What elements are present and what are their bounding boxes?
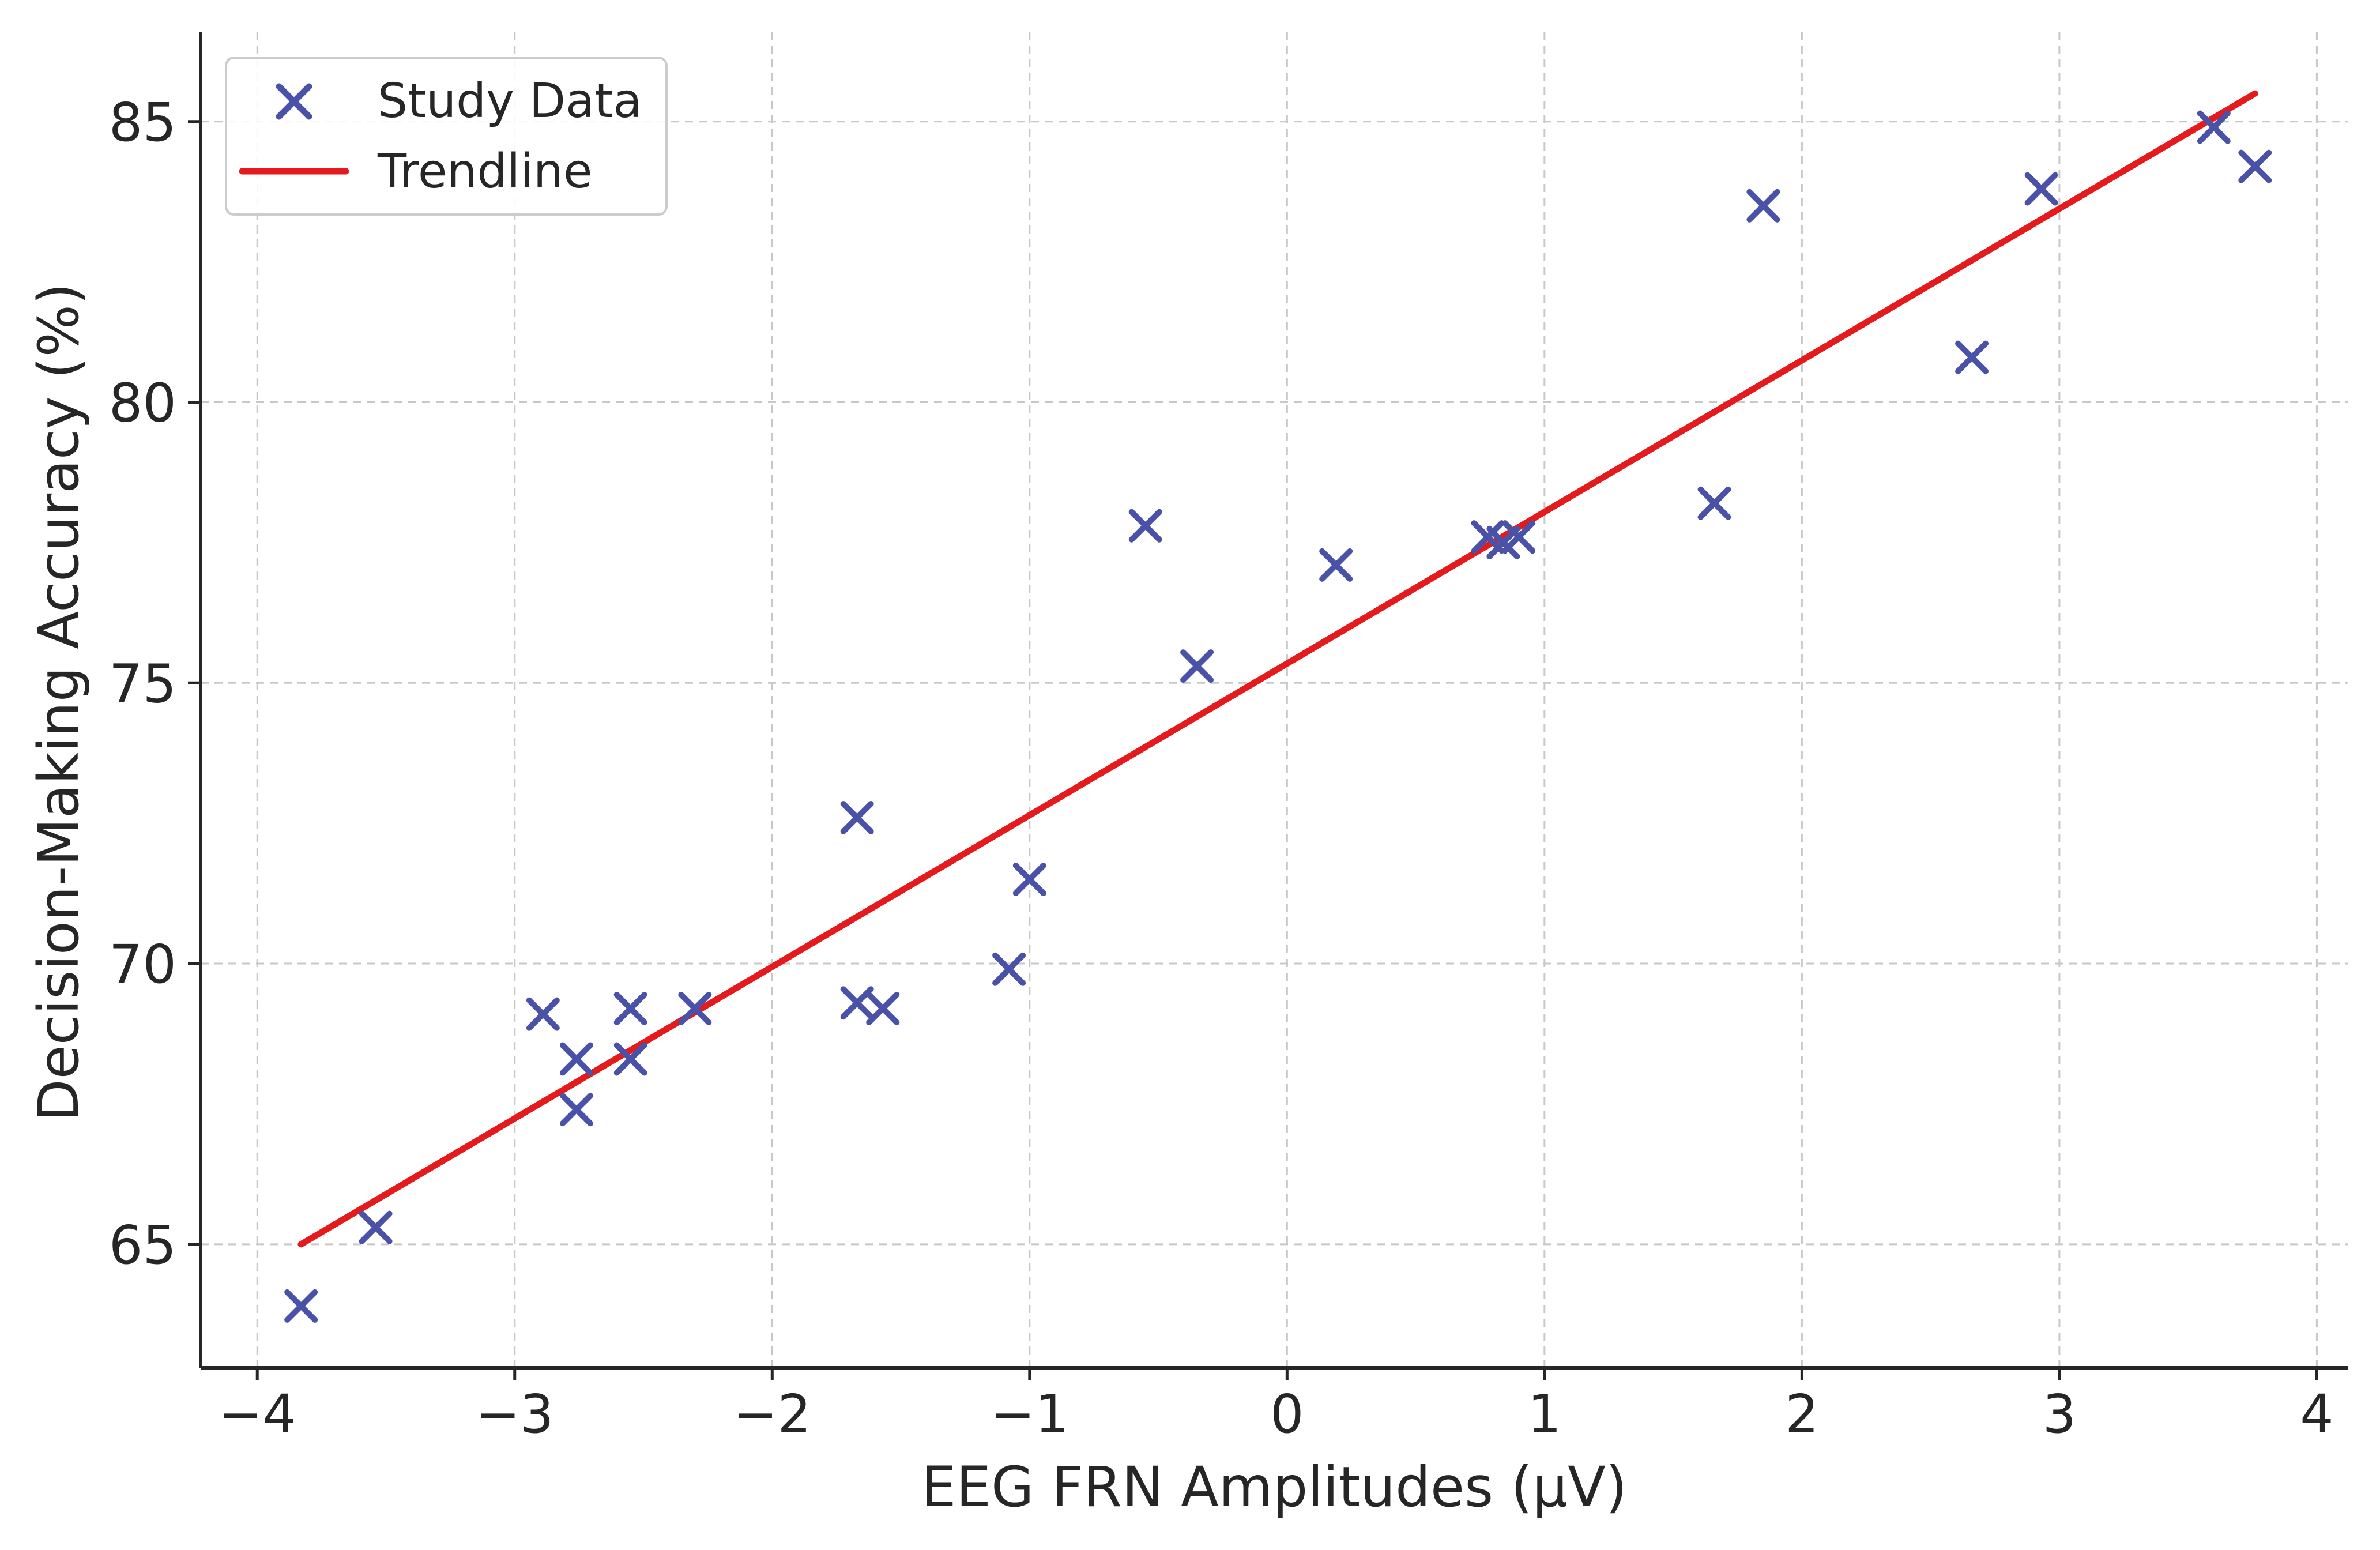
x-tick-label: −4 xyxy=(218,1383,296,1445)
data-point xyxy=(2197,110,2231,144)
x-tick-label: 4 xyxy=(2300,1383,2334,1445)
data-point xyxy=(992,952,1026,986)
y-tick-label: 70 xyxy=(109,934,176,995)
tick-labels: −4 −3 −2 −1 0 1 2 3 4 65 70 75 80 85 xyxy=(109,92,2334,1445)
x-tick-label: −3 xyxy=(476,1383,554,1445)
legend-box xyxy=(225,57,668,216)
y-axis-title: Decision-Making Accuracy (%) xyxy=(27,283,91,1122)
data-point xyxy=(526,997,560,1031)
x-tick-label: 3 xyxy=(2043,1383,2077,1445)
grid-lines xyxy=(201,32,2348,1368)
x-tick-label: 1 xyxy=(1528,1383,1562,1445)
data-point xyxy=(678,991,712,1025)
legend-label-study-data: Study Data xyxy=(378,74,642,129)
legend-label-trendline: Trendline xyxy=(377,144,592,199)
data-point xyxy=(1128,509,1162,543)
y-tick-label: 85 xyxy=(109,92,176,153)
data-point xyxy=(1319,548,1353,582)
data-point xyxy=(1180,649,1214,683)
data-point xyxy=(613,1042,647,1076)
data-point xyxy=(559,1093,593,1127)
data-point xyxy=(1955,340,1989,374)
y-tick-label: 80 xyxy=(109,373,176,434)
data-point xyxy=(284,1289,318,1323)
x-tick-label: 0 xyxy=(1270,1383,1304,1445)
x-axis-title: EEG FRN Amplitudes (μV) xyxy=(921,1455,1628,1519)
data-point xyxy=(359,1210,393,1244)
data-point xyxy=(613,991,647,1025)
data-point xyxy=(1746,189,1780,223)
data-point xyxy=(1697,486,1731,520)
legend: Study Data Trendline xyxy=(225,57,668,216)
data-point xyxy=(2238,149,2272,183)
x-tick-label: 2 xyxy=(1785,1383,1819,1445)
x-tick-label: −1 xyxy=(991,1383,1069,1445)
y-tick-label: 65 xyxy=(109,1214,176,1276)
y-tick-label: 75 xyxy=(109,653,176,714)
data-point xyxy=(866,991,900,1025)
data-point xyxy=(840,800,874,834)
data-point xyxy=(1012,863,1046,897)
data-point xyxy=(1502,520,1536,554)
data-point xyxy=(2024,172,2058,206)
legend-marker-study-data xyxy=(276,83,312,120)
data-point xyxy=(559,1042,593,1076)
data-points-layer xyxy=(284,110,2272,1323)
x-tick-label: −2 xyxy=(733,1383,811,1445)
axes xyxy=(188,32,2348,1380)
